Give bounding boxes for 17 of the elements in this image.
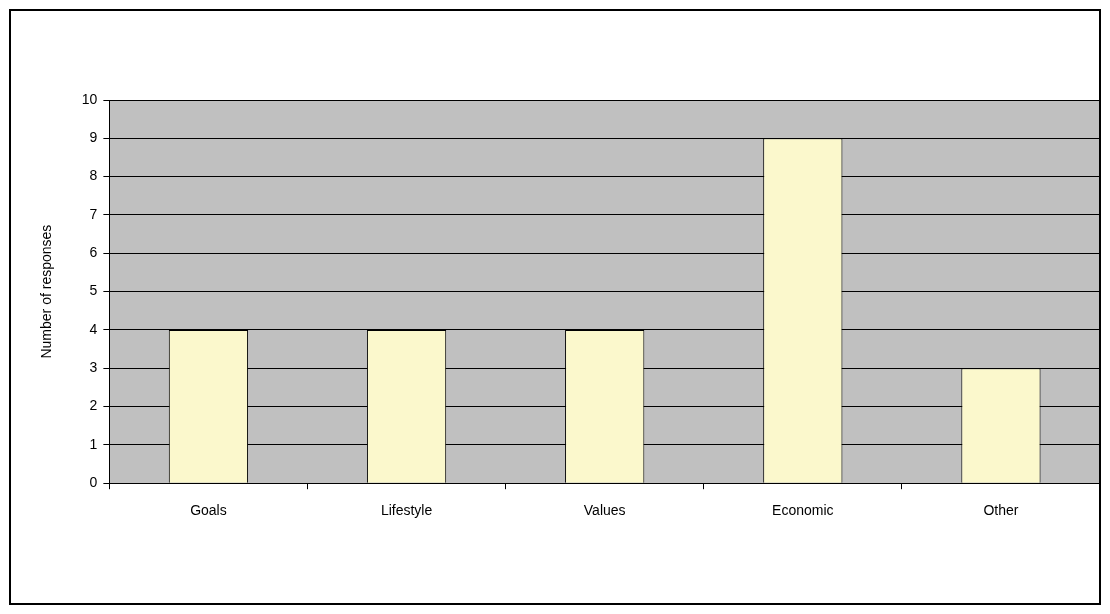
y-tick-label: 2 bbox=[89, 397, 98, 414]
y-tick-label: 1 bbox=[89, 435, 98, 452]
x-tick-label: Goals bbox=[190, 502, 227, 519]
x-tick-label: Values bbox=[583, 502, 626, 519]
y-tick-label: 3 bbox=[89, 359, 98, 376]
y-tick-label: 9 bbox=[89, 129, 98, 146]
x-tick-label: Other bbox=[983, 502, 1019, 519]
y-tick-label: 10 bbox=[81, 90, 98, 107]
x-tick-label: Lifestyle bbox=[380, 502, 433, 519]
x-tick-label: Economic bbox=[772, 502, 834, 519]
y-tick-label: 8 bbox=[89, 167, 98, 184]
y-tick-label: 0 bbox=[89, 474, 98, 491]
y-tick-label: 7 bbox=[89, 205, 98, 222]
y-tick-label: 6 bbox=[89, 244, 98, 261]
y-tick-label: 4 bbox=[89, 320, 98, 337]
y-axis-title: Number of responses bbox=[38, 224, 55, 359]
y-tick-label: 5 bbox=[89, 282, 98, 299]
